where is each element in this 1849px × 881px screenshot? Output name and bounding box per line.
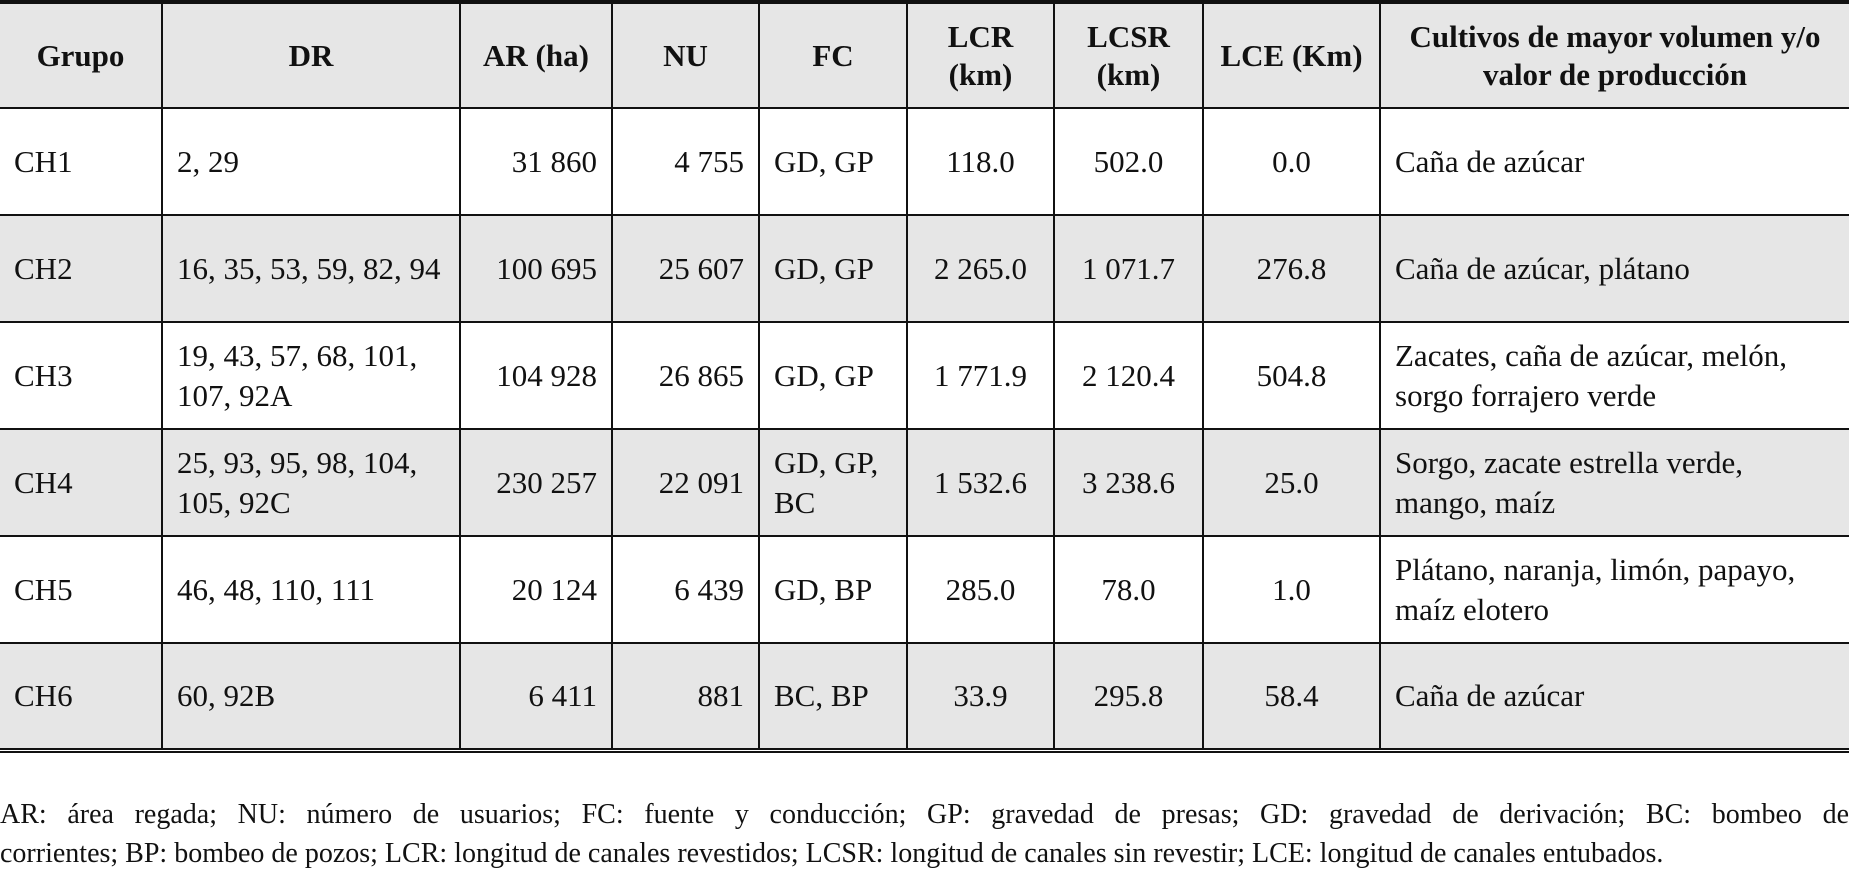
column-header-ar: AR (ha) (459, 1, 613, 109)
footnote: AR: área regada; NU: número de usuarios;… (0, 795, 1849, 873)
cell-ar: 104 928 (459, 321, 613, 430)
cell-crops: Zacates, caña de azúcar, melón, sorgo fo… (1379, 321, 1849, 430)
cell-crops: Sorgo, zacate estrella verde, mango, maí… (1379, 428, 1849, 537)
footnote-line-2: corrientes; BP: bombeo de pozos; LCR: lo… (0, 838, 1664, 869)
cell-lcsr: 502.0 (1053, 107, 1204, 216)
cell-nu: 26 865 (611, 321, 760, 430)
cell-fc: GD, BP (758, 535, 908, 644)
cell-group: CH3 (0, 321, 163, 430)
cell-ar: 31 860 (459, 107, 613, 216)
cell-crops: Caña de azúcar (1379, 642, 1849, 753)
cell-nu: 22 091 (611, 428, 760, 537)
cell-nu: 4 755 (611, 107, 760, 216)
cell-lcr: 118.0 (906, 107, 1055, 216)
cell-lce: 276.8 (1202, 214, 1381, 323)
header-row: Grupo DR AR (ha) NU FC LCR (km) LCSR (km) LCE (… (0, 1, 1849, 109)
table-row: CH5 46, 48, 110, 111 20 124 6 439 GD, BP 285.… (0, 535, 1849, 644)
cell-lcr: 1 532.6 (906, 428, 1055, 537)
cell-lcr: 2 265.0 (906, 214, 1055, 323)
column-header-crops: Cultivos de mayor volumen y/o valor de p… (1379, 1, 1849, 109)
cell-lcr: 285.0 (906, 535, 1055, 644)
cell-group: CH2 (0, 214, 163, 323)
cell-lcsr: 1 071.7 (1053, 214, 1204, 323)
data-table: Grupo DR AR (ha) NU FC LCR (km) LCSR (km) LCE (… (0, 0, 1849, 753)
cell-dr: 46, 48, 110, 111 (161, 535, 461, 644)
table-row: CH4 25, 93, 95, 98, 104, 105, 92C 230 257 2… (0, 428, 1849, 537)
cell-lce: 504.8 (1202, 321, 1381, 430)
column-header-dr: DR (161, 1, 461, 109)
cell-lcsr: 295.8 (1053, 642, 1204, 753)
cell-lce: 0.0 (1202, 107, 1381, 216)
cell-crops: Caña de azúcar, plátano (1379, 214, 1849, 323)
cell-dr: 2, 29 (161, 107, 461, 216)
cell-group: CH6 (0, 642, 163, 753)
cell-group: CH5 (0, 535, 163, 644)
cell-nu: 881 (611, 642, 760, 753)
cell-ar: 6 411 (459, 642, 613, 753)
cell-crops: Caña de azúcar (1379, 107, 1849, 216)
cell-fc: GD, GP (758, 107, 908, 216)
cell-group: CH1 (0, 107, 163, 216)
cell-crops: Plátano, naranja, limón, papayo, maíz el… (1379, 535, 1849, 644)
cell-nu: 25 607 (611, 214, 760, 323)
cell-ar: 100 695 (459, 214, 613, 323)
cell-fc: GD, GP (758, 214, 908, 323)
table-row: CH6 60, 92B 6 411 881 BC, BP 33.9 295.8 58.4 Cañ… (0, 642, 1849, 753)
cell-lcr: 1 771.9 (906, 321, 1055, 430)
table-row: CH2 16, 35, 53, 59, 82, 94 100 695 25 607 GD… (0, 214, 1849, 323)
footnote-line-1: AR: área regada; NU: número de usuarios;… (0, 799, 1849, 830)
cell-dr: 16, 35, 53, 59, 82, 94 (161, 214, 461, 323)
cell-dr: 25, 93, 95, 98, 104, 105, 92C (161, 428, 461, 537)
cell-lcsr: 3 238.6 (1053, 428, 1204, 537)
column-header-lcr: LCR (km) (906, 1, 1055, 109)
cell-lce: 58.4 (1202, 642, 1381, 753)
cell-fc: BC, BP (758, 642, 908, 753)
cell-group: CH4 (0, 428, 163, 537)
column-header-group: Grupo (0, 1, 163, 109)
cell-ar: 20 124 (459, 535, 613, 644)
cell-dr: 60, 92B (161, 642, 461, 753)
column-header-lce: LCE (Km) (1202, 1, 1381, 109)
column-header-nu: NU (611, 1, 760, 109)
cell-lcsr: 78.0 (1053, 535, 1204, 644)
cell-ar: 230 257 (459, 428, 613, 537)
cell-fc: GD, GP, BC (758, 428, 908, 537)
table-row: CH1 2, 29 31 860 4 755 GD, GP 118.0 502.0 0.0 Ca… (0, 107, 1849, 216)
cell-fc: GD, GP (758, 321, 908, 430)
column-header-fc: FC (758, 1, 908, 109)
table-row: CH3 19, 43, 57, 68, 101, 107, 92A 104 928 2… (0, 321, 1849, 430)
cell-lcsr: 2 120.4 (1053, 321, 1204, 430)
cell-lcr: 33.9 (906, 642, 1055, 753)
column-header-lcsr: LCSR (km) (1053, 1, 1204, 109)
cell-nu: 6 439 (611, 535, 760, 644)
cell-dr: 19, 43, 57, 68, 101, 107, 92A (161, 321, 461, 430)
cell-lce: 1.0 (1202, 535, 1381, 644)
cell-lce: 25.0 (1202, 428, 1381, 537)
